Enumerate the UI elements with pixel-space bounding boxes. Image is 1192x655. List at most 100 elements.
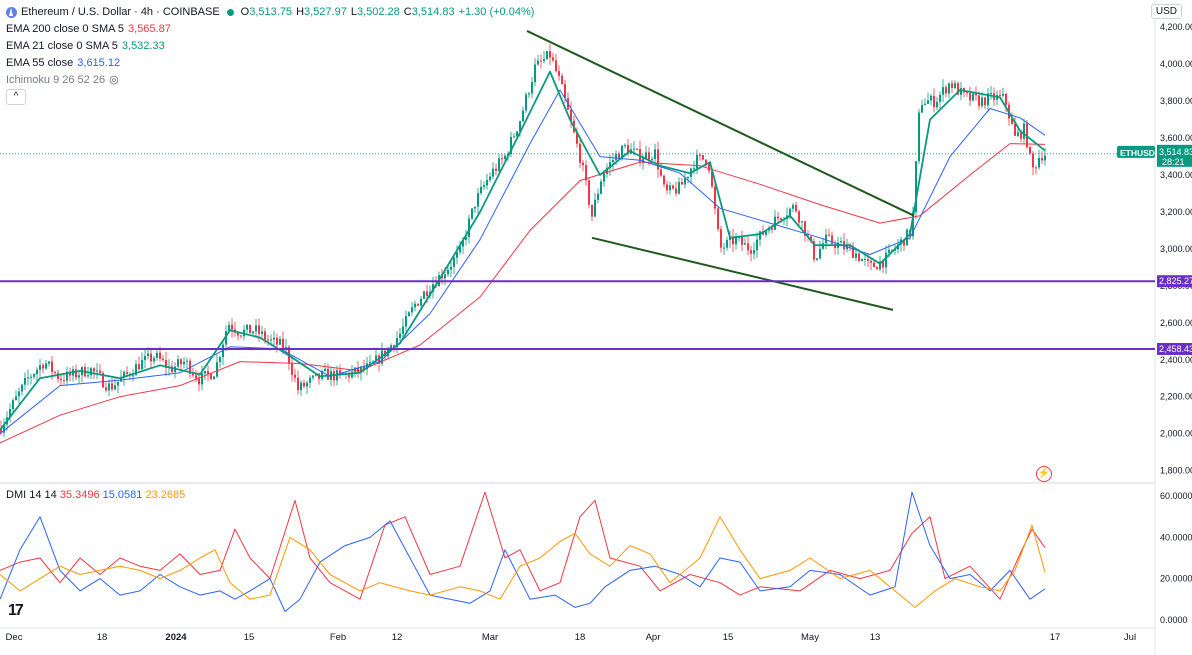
candle-body xyxy=(111,383,113,390)
price-change: +1.30 (+0.04%) xyxy=(458,6,535,18)
candle-body xyxy=(294,374,296,378)
candle-body xyxy=(177,359,179,367)
time-tick-label: 18 xyxy=(97,632,108,643)
candle-body xyxy=(348,373,350,378)
candle-body xyxy=(453,257,455,267)
candle-body xyxy=(267,339,269,341)
candle-body xyxy=(693,168,695,170)
symbol-title[interactable]: Ethereum / U.S. Dollar · 4h · COINBASE xyxy=(21,6,220,18)
plus-di-line xyxy=(0,491,1046,600)
candle-body xyxy=(15,396,17,401)
candle-body xyxy=(87,375,89,377)
candle-body xyxy=(279,338,281,345)
indicator-label: EMA 21 close 0 SMA 5 xyxy=(6,40,118,52)
candle-body xyxy=(612,159,614,163)
candle-body xyxy=(708,163,710,171)
candle-body xyxy=(459,246,461,253)
candle-body xyxy=(495,168,497,171)
candle-body xyxy=(801,221,803,223)
candle-body xyxy=(264,331,266,340)
indicator-ema55[interactable]: EMA 55 close 3,615.12 xyxy=(6,55,534,72)
candle-body xyxy=(3,424,5,433)
collapse-legend-button[interactable]: ^ xyxy=(6,89,26,105)
candle-body xyxy=(816,258,818,260)
candle-body xyxy=(720,229,722,248)
candle-body xyxy=(228,324,230,332)
candle-body xyxy=(216,362,218,377)
candle-body xyxy=(75,369,77,378)
indicator-label: EMA 200 close 0 SMA 5 xyxy=(6,23,125,35)
candle-body xyxy=(927,100,929,104)
candle-body xyxy=(954,83,956,88)
candle-body xyxy=(576,132,578,144)
candle-body xyxy=(633,148,635,150)
indicator-ema200[interactable]: EMA 200 close 0 SMA 5 3,565.87 xyxy=(6,21,534,38)
candle-body xyxy=(537,60,539,65)
candle-body xyxy=(153,357,155,362)
dmi-legend[interactable]: DMI 14 14 35.3496 15.0581 23.2685 xyxy=(6,489,185,501)
candle-body xyxy=(471,208,473,219)
candle-body xyxy=(942,87,944,95)
candle-body xyxy=(930,95,932,101)
price-tick-label: 3,600.00 xyxy=(1160,133,1192,143)
ema21-line xyxy=(0,70,1046,431)
price-tick-label: 4,200.00 xyxy=(1160,22,1192,32)
chart-legend: Ethereum / U.S. Dollar · 4h · COINBASE O… xyxy=(6,4,534,89)
candle-body xyxy=(396,338,398,348)
candle-body xyxy=(960,88,962,95)
candle-body xyxy=(543,59,545,62)
indicator-ema21[interactable]: EMA 21 close 0 SMA 5 3,532.33 xyxy=(6,38,534,55)
candle-body xyxy=(57,372,59,379)
candle-body xyxy=(66,371,68,381)
indicator-value: 3,532.33 xyxy=(121,40,165,52)
candle-body xyxy=(603,173,605,182)
candle-body xyxy=(846,245,848,250)
candle-body xyxy=(885,252,887,268)
symbol-tag-label: ETHUSD xyxy=(1120,148,1155,158)
candle-body xyxy=(231,324,233,330)
level-price-label-bg xyxy=(1157,275,1192,288)
lightning-icon[interactable]: ⚡ xyxy=(1036,466,1052,482)
candle-body xyxy=(504,155,506,159)
candle-body xyxy=(225,331,227,345)
candle-body xyxy=(648,152,650,160)
candle-body xyxy=(414,303,416,308)
dmi-label: DMI 14 14 xyxy=(6,489,57,501)
candle-body xyxy=(105,387,107,391)
candle-body xyxy=(219,357,221,363)
candle-body xyxy=(237,332,239,336)
price-tick-label: 2,000.00 xyxy=(1160,429,1192,439)
candle-body xyxy=(756,239,758,251)
candle-body xyxy=(774,216,776,230)
price-tick-label: 2,200.00 xyxy=(1160,392,1192,402)
candle-body xyxy=(582,162,584,166)
candle-body xyxy=(723,247,725,249)
candle-body xyxy=(255,325,257,332)
candle-body xyxy=(945,87,947,94)
candle-body xyxy=(765,230,767,235)
candle-body xyxy=(426,291,428,297)
candle-body xyxy=(534,64,536,83)
candle-body xyxy=(1041,157,1043,161)
candle-body xyxy=(468,218,470,238)
indicator-ichimoku[interactable]: Ichimoku 9 26 52 26 ◎ xyxy=(6,72,534,89)
candle-body xyxy=(660,169,662,176)
candle-body xyxy=(705,159,707,164)
candle-body xyxy=(447,269,449,275)
hidden-eye-icon[interactable]: ◎ xyxy=(109,74,119,86)
dmi-minus-value: 15.0581 xyxy=(102,489,143,501)
candle-body xyxy=(1035,167,1037,169)
candle-body xyxy=(474,206,476,209)
candle-body xyxy=(1020,132,1022,139)
candle-body xyxy=(933,95,935,108)
price-tick-label: 2,400.00 xyxy=(1160,355,1192,365)
currency-selector[interactable]: USD xyxy=(1150,4,1182,19)
candle-body xyxy=(117,381,119,386)
candle-body xyxy=(321,370,323,379)
tradingview-logo[interactable]: 17 xyxy=(8,602,24,619)
time-tick-label: 15 xyxy=(244,632,255,643)
candle-body xyxy=(408,312,410,317)
candle-body xyxy=(666,184,668,191)
candle-body xyxy=(24,377,26,385)
